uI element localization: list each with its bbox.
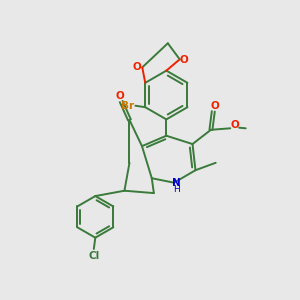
Text: Cl: Cl	[88, 251, 99, 261]
Text: O: O	[116, 91, 125, 101]
Text: O: O	[210, 101, 219, 111]
Text: O: O	[231, 120, 239, 130]
Text: O: O	[179, 55, 188, 65]
Text: Br: Br	[121, 101, 134, 111]
Text: H: H	[173, 185, 180, 194]
Text: O: O	[133, 62, 141, 72]
Text: N: N	[172, 178, 181, 188]
